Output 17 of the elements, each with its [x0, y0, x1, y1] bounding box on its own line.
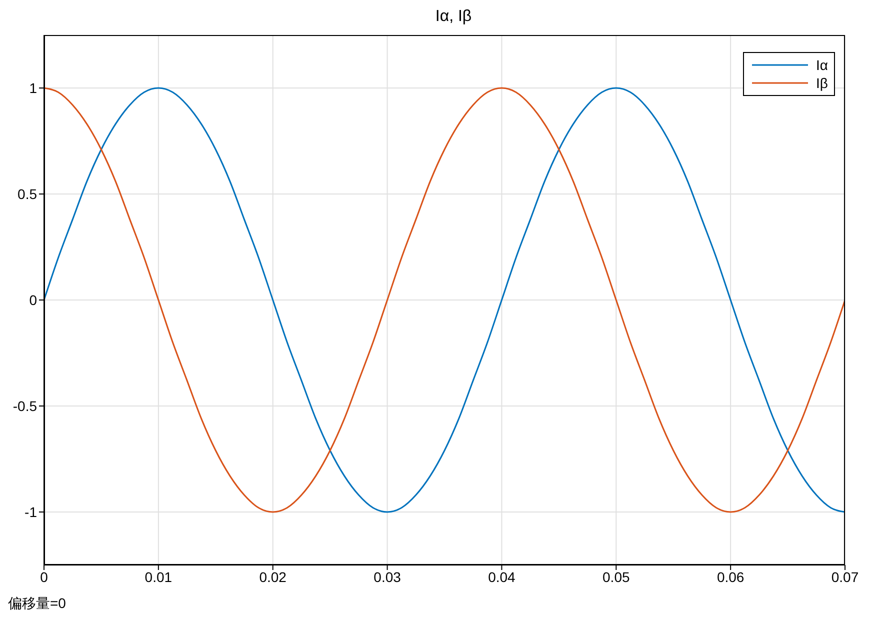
- x-tick-label: 0: [40, 568, 48, 585]
- x-tick-label: 0.05: [602, 568, 630, 585]
- y-tick-label: -1: [24, 504, 38, 520]
- text: 偏移量=0: [8, 595, 67, 613]
- x-tick-label: 0.07: [831, 568, 859, 585]
- x-tick-label: 0.04: [488, 568, 516, 585]
- chart-title: Iα, Iβ: [434, 8, 473, 27]
- y-tick-label: 0.5: [18, 186, 38, 202]
- y-tick-label: 1: [29, 80, 38, 96]
- legend-label: Iβ: [816, 75, 828, 91]
- y-tick-label: 0: [29, 292, 38, 308]
- legend-label: Iα: [816, 57, 828, 73]
- x-tick-label: 0.01: [144, 568, 172, 585]
- y-tick-label: -0.5: [12, 398, 38, 414]
- x-tick-label: 0.03: [374, 568, 402, 585]
- x-tick-label: 0.06: [716, 568, 744, 585]
- x-tick-label: 0.02: [259, 568, 287, 585]
